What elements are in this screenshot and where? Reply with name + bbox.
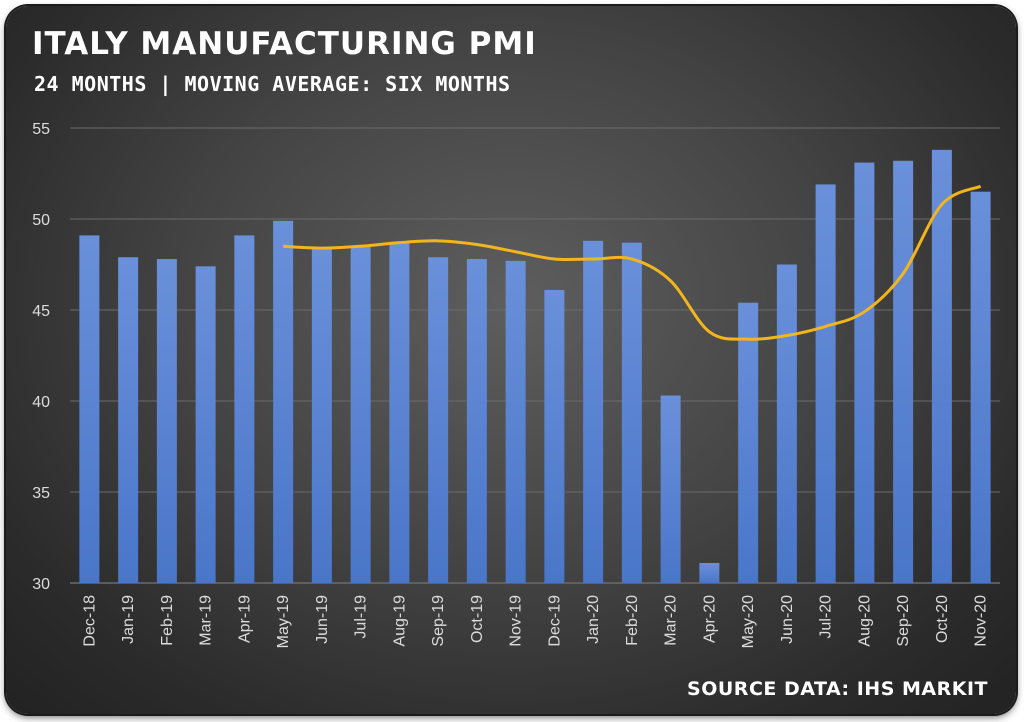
chart-subtitle: 24 MONTHS | MOVING AVERAGE: SIX MONTHS bbox=[34, 72, 511, 96]
bar bbox=[893, 160, 914, 583]
x-tick-label: Dec-18 bbox=[81, 595, 98, 647]
bar bbox=[350, 246, 371, 584]
bar bbox=[389, 242, 410, 583]
source-note: SOURCE DATA: IHS MARKIT bbox=[687, 678, 988, 700]
bar bbox=[195, 266, 216, 583]
x-tick-label: Jul-20 bbox=[818, 595, 835, 639]
x-tick-label: Aug-20 bbox=[856, 595, 873, 647]
x-tick-label: May-20 bbox=[740, 595, 757, 648]
y-tick-label: 45 bbox=[32, 303, 50, 320]
moving-average-series bbox=[283, 184, 982, 341]
bar bbox=[738, 302, 759, 583]
bar bbox=[699, 562, 720, 583]
bar bbox=[970, 191, 991, 583]
x-tick-label: Feb-19 bbox=[159, 595, 176, 646]
bar bbox=[776, 264, 797, 583]
x-tick-label: Jul-19 bbox=[353, 595, 370, 639]
x-tick-label: Feb-20 bbox=[624, 595, 641, 646]
bar bbox=[466, 259, 487, 583]
y-tick-label: 40 bbox=[32, 394, 50, 411]
x-axis: Dec-18 Jan-19 Feb-19 Mar-19 Apr-19 May-19 Jun-… bbox=[81, 595, 989, 648]
x-tick-label: Oct-20 bbox=[934, 595, 951, 643]
bar bbox=[156, 259, 177, 583]
bar bbox=[583, 240, 604, 583]
y-tick-label: 55 bbox=[32, 121, 50, 138]
x-tick-label: Dec-19 bbox=[546, 595, 563, 647]
bar bbox=[621, 242, 642, 583]
moving-average-line bbox=[283, 184, 982, 341]
x-tick-label: Oct-19 bbox=[469, 595, 486, 643]
bar bbox=[544, 289, 565, 583]
x-tick-label: Sep-20 bbox=[895, 595, 912, 647]
y-tick-label: 50 bbox=[32, 212, 50, 229]
y-axis: 55 50 45 40 35 30 bbox=[32, 121, 50, 593]
x-tick-label: Apr-19 bbox=[236, 595, 253, 643]
x-tick-label: Mar-20 bbox=[663, 595, 680, 646]
y-tick-label: 35 bbox=[32, 485, 50, 502]
y-tick-label: 30 bbox=[32, 576, 50, 593]
x-tick-label: Mar-19 bbox=[198, 595, 215, 646]
bar bbox=[931, 149, 952, 583]
x-tick-label: Nov-20 bbox=[973, 595, 990, 647]
bar bbox=[273, 220, 294, 583]
bar bbox=[79, 235, 100, 583]
bar-series bbox=[79, 149, 991, 584]
bar bbox=[311, 248, 332, 583]
chart-title: ITALY MANUFACTURING PMI bbox=[32, 26, 537, 62]
bar bbox=[505, 260, 526, 583]
bar bbox=[428, 257, 449, 583]
gridlines bbox=[70, 127, 1000, 584]
x-tick-label: May-19 bbox=[275, 595, 292, 648]
x-tick-label: Apr-20 bbox=[701, 595, 718, 643]
bar bbox=[118, 257, 139, 583]
x-tick-label: Jan-19 bbox=[120, 595, 137, 644]
x-tick-label: Jun-20 bbox=[779, 595, 796, 644]
x-tick-label: Aug-19 bbox=[391, 595, 408, 647]
bar bbox=[815, 184, 836, 584]
x-tick-label: Sep-19 bbox=[430, 595, 447, 647]
bar bbox=[854, 162, 875, 583]
x-tick-label: Jun-19 bbox=[314, 595, 331, 644]
x-tick-label: Nov-19 bbox=[508, 595, 525, 647]
x-tick-label: Jan-20 bbox=[585, 595, 602, 644]
bar bbox=[234, 235, 255, 583]
bar bbox=[660, 395, 681, 583]
